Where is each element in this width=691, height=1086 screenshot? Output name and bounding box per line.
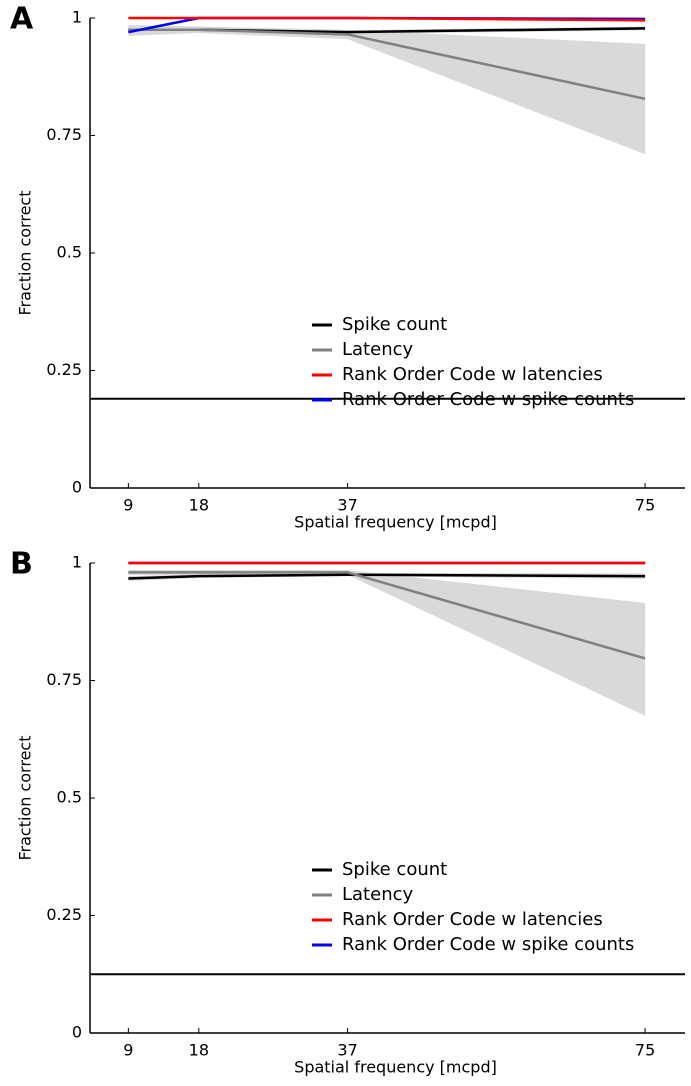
- series-line: [128, 16, 646, 22]
- series-line: [128, 571, 646, 660]
- y-tick-label: 0: [72, 1023, 82, 1042]
- confidence-band: [128, 25, 646, 155]
- y-tick-label: 1: [72, 8, 82, 27]
- legend-label: Rank Order Code w latencies: [342, 364, 603, 385]
- legend-label: Latency: [342, 884, 413, 905]
- x-axis-label: Spatial frequency [mcpd]: [294, 1058, 497, 1077]
- legend-label: Spike count: [342, 314, 447, 335]
- y-tick-label: 1: [72, 553, 82, 572]
- y-tick-label: 0.5: [57, 243, 82, 262]
- x-tick-label: 75: [635, 1041, 655, 1060]
- x-tick-label: 18: [189, 496, 209, 515]
- x-tick-label: 37: [337, 1041, 357, 1060]
- y-axis-label: Fraction correct: [16, 191, 35, 316]
- legend-label: Rank Order Code w spike counts: [342, 934, 634, 955]
- x-tick-label: 37: [337, 496, 357, 515]
- legend-label: Spike count: [342, 859, 447, 880]
- y-tick-label: 0.75: [46, 125, 82, 144]
- x-tick-label: 9: [123, 1041, 133, 1060]
- legend-label: Rank Order Code w latencies: [342, 909, 603, 930]
- x-axis-label: Spatial frequency [mcpd]: [294, 513, 497, 532]
- y-tick-label: 0.25: [46, 360, 82, 379]
- x-tick-label: 9: [123, 496, 133, 515]
- y-tick-label: 0.25: [46, 905, 82, 924]
- y-tick-label: 0: [72, 478, 82, 497]
- y-axis-label: Fraction correct: [16, 736, 35, 861]
- panel-label: A: [10, 2, 34, 37]
- y-tick-label: 0.5: [57, 788, 82, 807]
- legend-label: Rank Order Code w spike counts: [342, 389, 634, 410]
- y-tick-label: 0.75: [46, 670, 82, 689]
- x-tick-label: 18: [189, 1041, 209, 1060]
- panel-label: B: [10, 547, 33, 582]
- series-line: [128, 573, 646, 580]
- confidence-band: [128, 570, 646, 716]
- legend-label: Latency: [342, 339, 413, 360]
- x-tick-label: 75: [635, 496, 655, 515]
- series-line: [128, 28, 646, 101]
